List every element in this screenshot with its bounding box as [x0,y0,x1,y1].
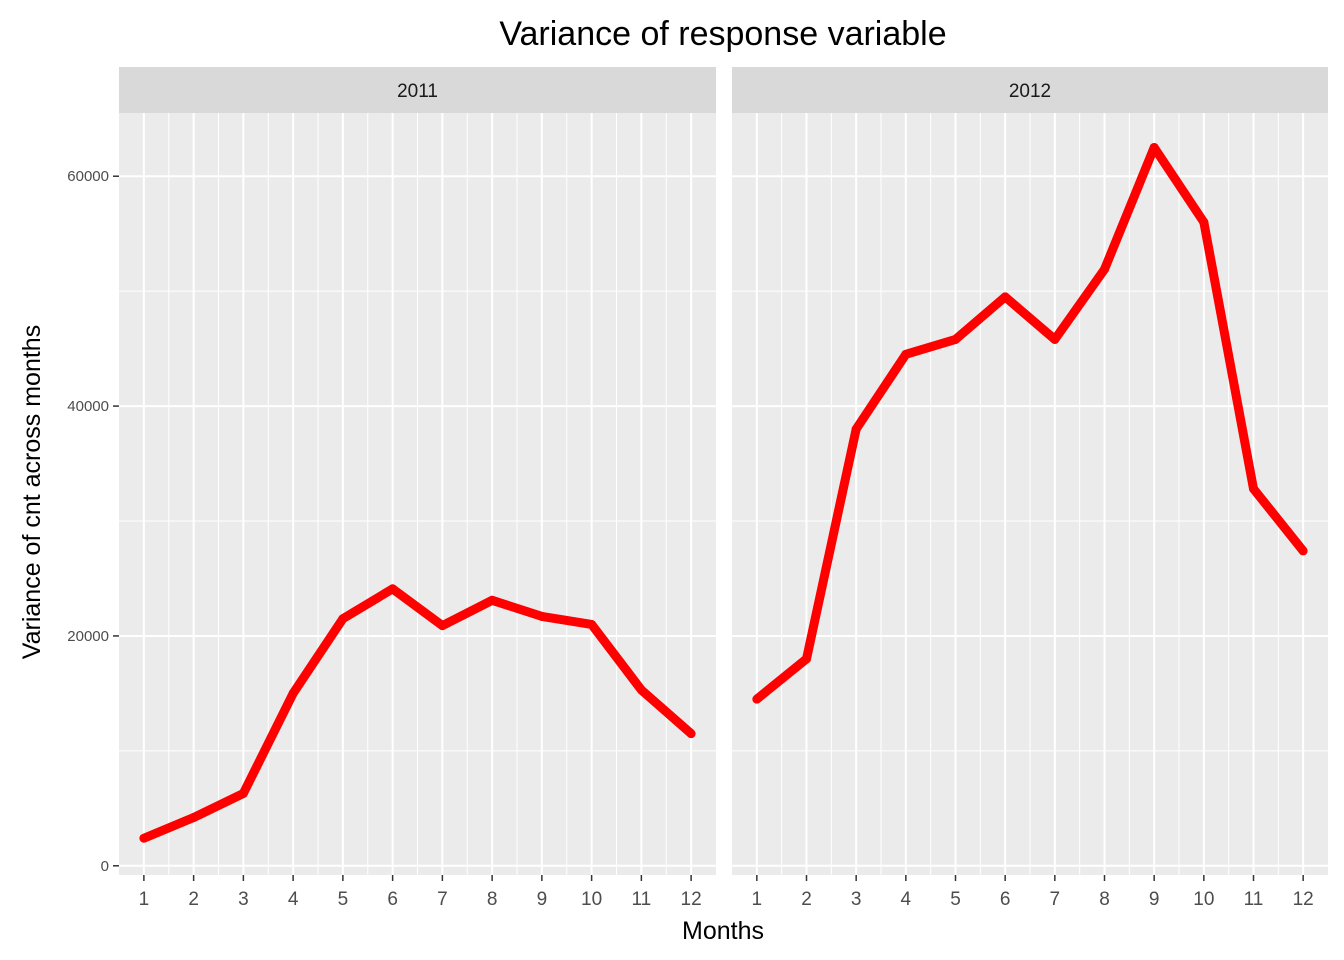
x-tick-label: 3 [851,889,862,910]
data-point [139,833,149,843]
data-point [437,621,447,631]
x-tick-label: 6 [1000,889,1011,910]
series-line-2012 [753,142,1307,703]
x-tick-label: 1 [752,889,763,910]
x-tick-label: 12 [1293,889,1314,910]
data-point [951,334,960,344]
x-tick-label: 4 [288,889,299,910]
chart-title: Variance of response variable [499,15,946,53]
x-tick-label: 8 [487,889,498,910]
y-tick-label: 60000 [67,168,109,185]
data-point [1050,334,1060,344]
x-tick-label: 2 [801,889,812,910]
data-point [636,685,646,695]
x-tick-label: 6 [387,889,398,910]
data-point [288,688,298,698]
data-point [851,424,861,434]
facet-strip-label: 2012 [1009,81,1051,102]
x-tick-label: 7 [1050,889,1061,910]
data-point [537,611,547,621]
data-point [1199,217,1209,227]
x-tick-label: 9 [537,889,548,910]
x-tick-label: 11 [632,889,652,910]
data-point [338,614,348,624]
data-point [686,729,696,739]
x-tick-label: 3 [238,889,249,910]
data-point [1298,546,1308,556]
x-tick-label: 5 [950,889,961,910]
x-tick-label: 5 [338,889,349,910]
x-tick-label: 2 [188,889,199,910]
data-point [1000,292,1010,302]
facet-strip [119,67,716,113]
data-point [1100,264,1109,274]
data-point [802,654,811,664]
x-tick-label: 12 [681,889,702,910]
series-line-2011 [142,584,695,843]
data-point [587,619,597,629]
data-point [487,595,497,605]
x-tick-label: 10 [581,889,602,910]
x-tick-label: 7 [437,889,448,910]
x-tick-label: 9 [1149,889,1160,910]
data-point [388,584,398,594]
x-tick-label: 4 [901,889,912,910]
facet-strip-label: 2011 [397,81,438,102]
x-tick-label: 8 [1099,889,1110,910]
x-axis-title: Months [682,917,764,945]
x-tick-label: 1 [139,889,150,910]
data-point [189,813,199,823]
data-point [752,694,762,704]
data-point [238,788,248,798]
x-tick-label: 11 [1244,889,1264,910]
y-axis-title: Variance of cnt across months [18,325,46,659]
y-tick-label: 0 [101,858,109,875]
facet-strip [732,67,1328,113]
y-tick-label: 40000 [67,398,109,415]
y-tick-label: 20000 [67,628,109,645]
data-point [1249,484,1258,494]
data-point [1149,142,1159,152]
x-tick-label: 10 [1193,889,1214,910]
data-point [901,349,911,359]
